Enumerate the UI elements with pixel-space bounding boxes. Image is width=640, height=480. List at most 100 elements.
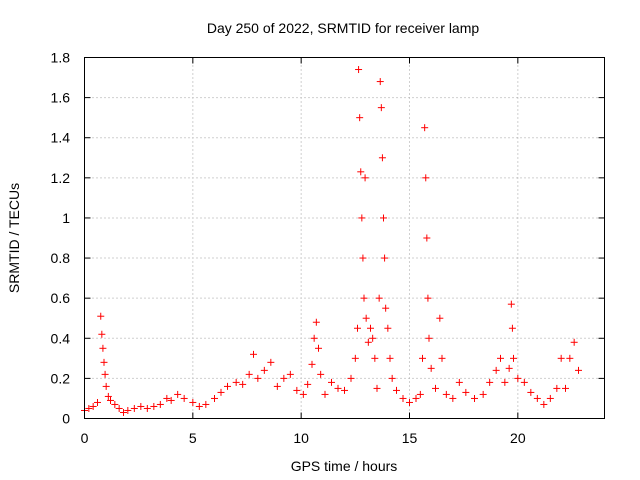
data-point xyxy=(406,398,413,406)
data-point xyxy=(424,294,432,302)
data-point xyxy=(449,394,457,402)
y-tick-label: 0.4 xyxy=(51,330,71,346)
data-point xyxy=(180,394,188,402)
data-point xyxy=(455,378,463,386)
data-point xyxy=(357,168,365,176)
data-point xyxy=(371,354,379,362)
x-tick-labels: 0 5 10 15 20 xyxy=(81,430,526,446)
data-point xyxy=(101,370,109,378)
data-point xyxy=(384,324,392,332)
data-point xyxy=(510,354,517,362)
data-point xyxy=(99,344,107,352)
data-point xyxy=(150,402,158,410)
data-point xyxy=(399,394,407,402)
data-point xyxy=(328,378,335,386)
y-tick-label: 1 xyxy=(62,210,70,226)
data-point xyxy=(364,338,372,346)
data-point xyxy=(224,382,231,390)
data-point xyxy=(497,354,504,362)
data-point xyxy=(570,338,578,346)
data-point xyxy=(239,380,247,388)
data-point xyxy=(508,324,516,332)
data-point xyxy=(566,354,574,362)
data-point xyxy=(501,378,509,386)
x-tick-label: 0 xyxy=(81,430,89,446)
data-point xyxy=(423,234,431,242)
grid-lines xyxy=(84,57,605,419)
data-point xyxy=(388,374,396,382)
data-point xyxy=(432,384,439,392)
data-point xyxy=(310,334,318,342)
data-point xyxy=(163,394,171,402)
data-point xyxy=(195,402,203,410)
data-point xyxy=(317,370,325,378)
data-point xyxy=(507,300,515,308)
data-point xyxy=(167,396,175,404)
data-point xyxy=(373,384,381,392)
data-point xyxy=(254,374,262,382)
data-point xyxy=(442,390,450,398)
data-point xyxy=(527,388,535,396)
data-point xyxy=(427,364,435,372)
data-point xyxy=(546,394,554,402)
data-point xyxy=(202,400,210,408)
y-tick-label: 1.6 xyxy=(51,90,71,106)
x-tick-label: 20 xyxy=(510,430,526,446)
data-point xyxy=(120,408,127,416)
data-points xyxy=(81,66,582,416)
data-point xyxy=(100,358,108,366)
data-point xyxy=(267,358,275,366)
data-point xyxy=(380,214,387,222)
data-point xyxy=(315,344,322,352)
data-point xyxy=(299,390,307,398)
data-point xyxy=(479,390,487,398)
data-point xyxy=(130,404,138,412)
data-point xyxy=(217,388,225,396)
y-tick-label: 0.6 xyxy=(51,290,71,306)
data-point xyxy=(375,294,383,302)
data-point xyxy=(369,334,377,342)
data-point xyxy=(124,406,132,414)
data-point xyxy=(260,366,268,374)
data-point xyxy=(273,382,281,390)
data-point xyxy=(533,394,541,402)
data-point xyxy=(89,402,97,410)
data-point xyxy=(97,312,105,320)
data-point xyxy=(304,380,312,388)
data-point xyxy=(189,398,197,406)
data-point xyxy=(351,354,359,362)
data-point xyxy=(486,378,494,386)
data-point xyxy=(575,366,582,374)
data-point xyxy=(416,390,424,398)
data-point xyxy=(355,66,363,74)
y-tick-label: 1.2 xyxy=(51,170,71,186)
data-point xyxy=(312,318,320,326)
data-point xyxy=(422,174,430,182)
chart-title: Day 250 of 2022, SRMTID for receiver lam… xyxy=(207,20,480,36)
y-tick-label: 0.8 xyxy=(51,250,71,266)
data-point xyxy=(436,314,444,322)
data-point xyxy=(104,392,112,400)
data-point xyxy=(111,400,119,408)
x-axis-label: GPS time / hours xyxy=(291,458,398,474)
data-point xyxy=(334,384,342,392)
data-point xyxy=(280,374,288,382)
data-point xyxy=(553,384,561,392)
data-point xyxy=(421,124,429,132)
data-point xyxy=(514,374,522,382)
data-point xyxy=(143,404,151,412)
data-point xyxy=(393,386,400,394)
data-point xyxy=(156,400,164,408)
data-point xyxy=(321,390,329,398)
data-point xyxy=(361,174,369,182)
y-tick-label: 0 xyxy=(62,411,70,427)
data-point xyxy=(359,254,367,262)
data-point xyxy=(492,366,500,374)
data-point xyxy=(438,354,446,362)
x-tick-label: 10 xyxy=(293,430,309,446)
data-point xyxy=(412,394,420,402)
y-tick-labels: 0 0.2 0.4 0.6 0.8 1 1.2 1.4 1.6 1.8 xyxy=(51,50,71,427)
data-point xyxy=(250,350,257,358)
data-point xyxy=(540,400,548,408)
